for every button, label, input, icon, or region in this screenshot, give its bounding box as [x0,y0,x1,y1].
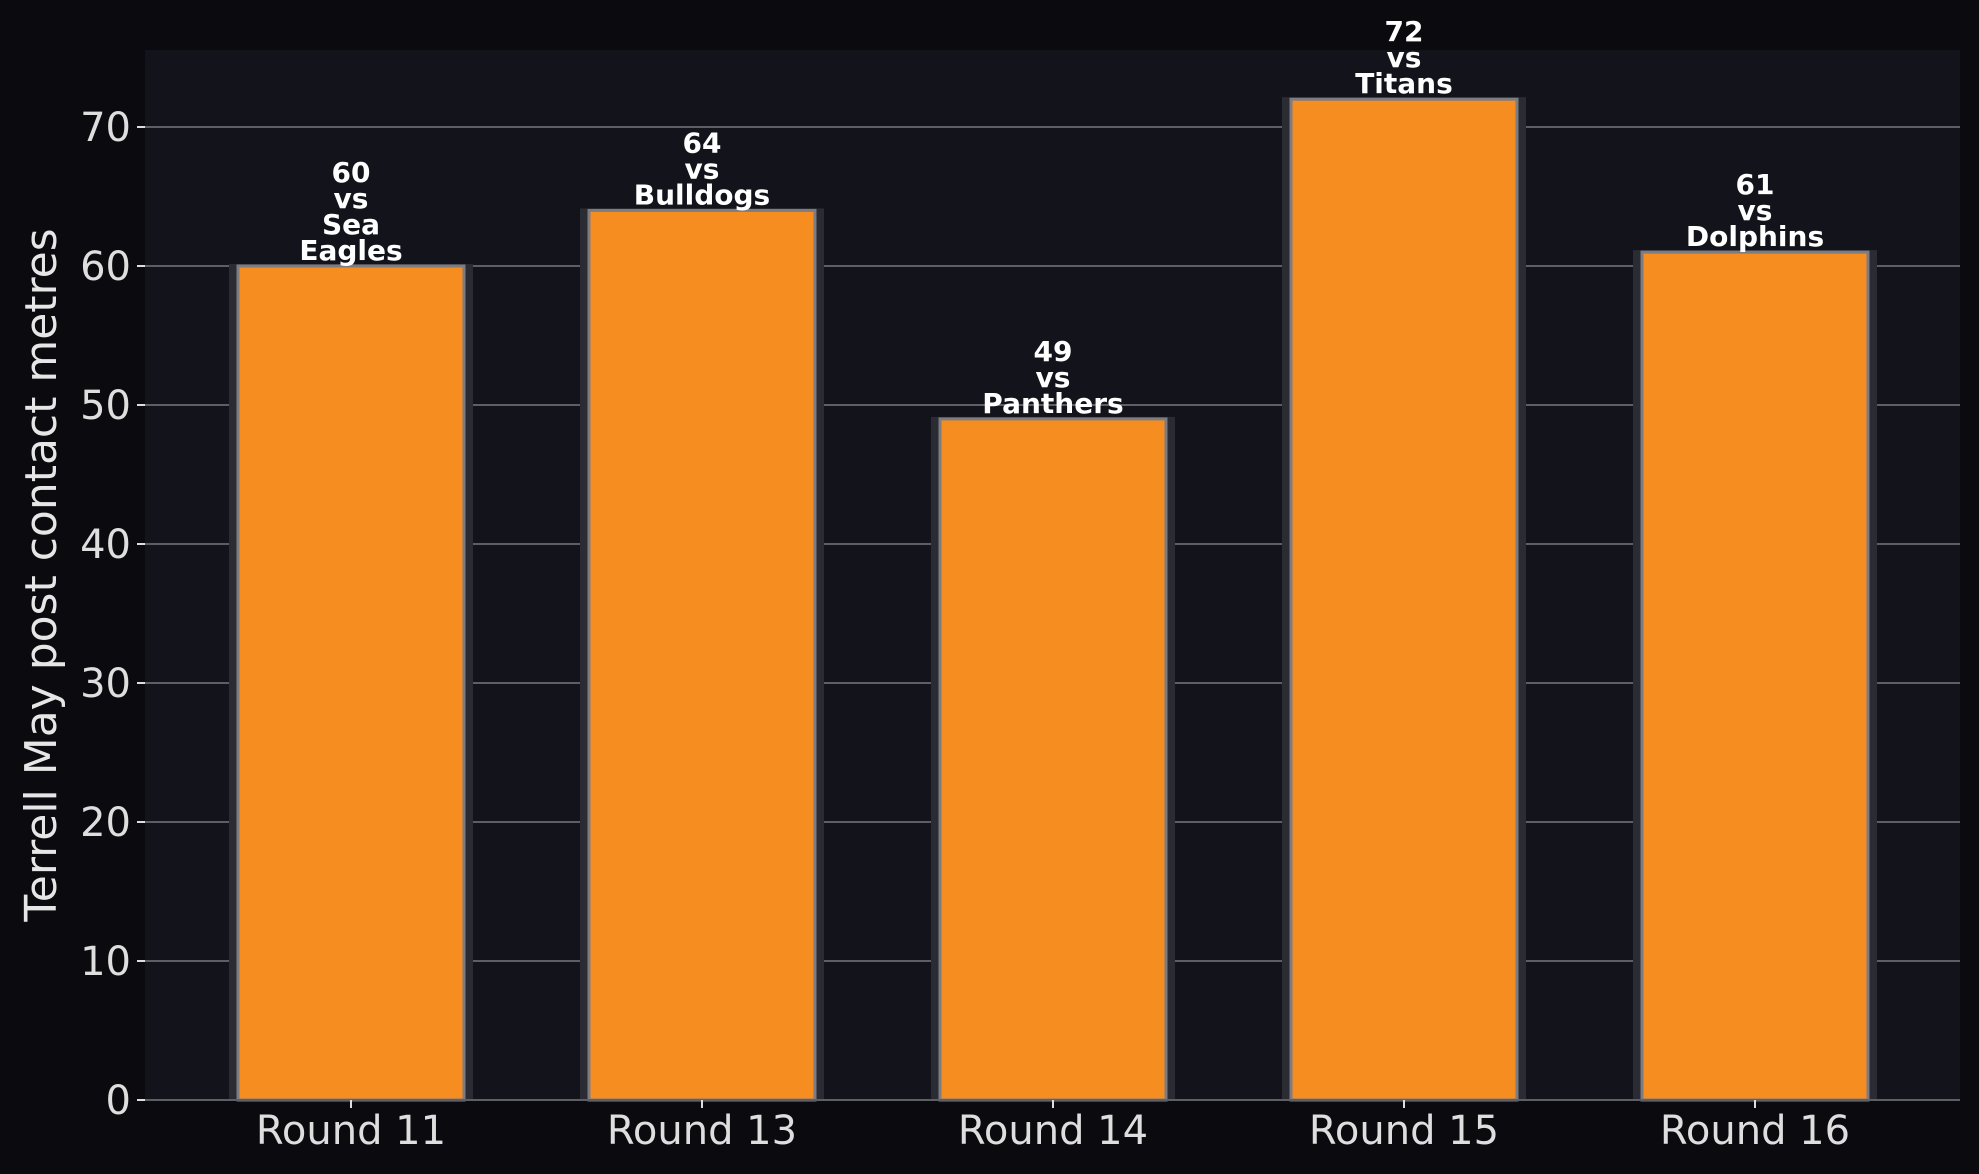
bar-label-line: Eagles [299,234,402,267]
y-tick-label: 0 [106,1078,131,1124]
bar-label-line: 60 [332,156,371,189]
bar-label-line: vs [685,152,720,185]
bar-label-line: vs [1738,194,1773,227]
y-axis: 0 10 20 30 40 50 60 70 [80,105,145,1124]
y-tick-label: 40 [80,522,131,568]
bar-label-line: vs [1387,41,1422,74]
bar-label-line: 61 [1736,168,1775,201]
bar-label-line: Sea [322,208,380,241]
bar-label-line: Dolphins [1686,220,1824,253]
bar-label-line: 72 [1385,15,1424,48]
bar-round-11 [236,264,466,1102]
bar-label-line: 49 [1034,335,1073,368]
y-tick-label: 20 [80,800,131,846]
bar-round-16 [1640,250,1870,1102]
bar-round-15 [1289,97,1519,1102]
y-tick-label: 60 [80,244,131,290]
bar-round-13 [587,208,817,1102]
x-tick-label: Round 16 [1660,1108,1850,1154]
bar-label-line: Titans [1355,67,1453,100]
bar-label-line: Panthers [982,387,1123,420]
x-tick-label: Round 14 [958,1108,1148,1154]
x-tick-label: Round 11 [256,1108,446,1154]
y-tick-label: 30 [80,661,131,707]
x-axis: Round 11 Round 13 Round 14 Round 15 Round 16 [145,1099,1960,1154]
x-tick-label: Round 15 [1309,1108,1499,1154]
y-tick-label: 70 [80,105,131,151]
y-axis-title: Terrell May post contact metres [16,228,67,922]
bar-round-14 [938,417,1168,1102]
bar-label-line: vs [334,182,369,215]
x-tick-label: Round 13 [607,1108,797,1154]
y-tick-label: 50 [80,383,131,429]
bar-label-line: vs [1036,361,1071,394]
y-tick-label: 10 [80,939,131,985]
bar-value-labels: 60vsSeaEagles64vsBulldogs49vsPanthers72v… [299,15,1824,420]
bar-label-line: 64 [683,126,722,159]
bar-label-line: Bulldogs [634,178,770,211]
bars [229,97,1877,1102]
